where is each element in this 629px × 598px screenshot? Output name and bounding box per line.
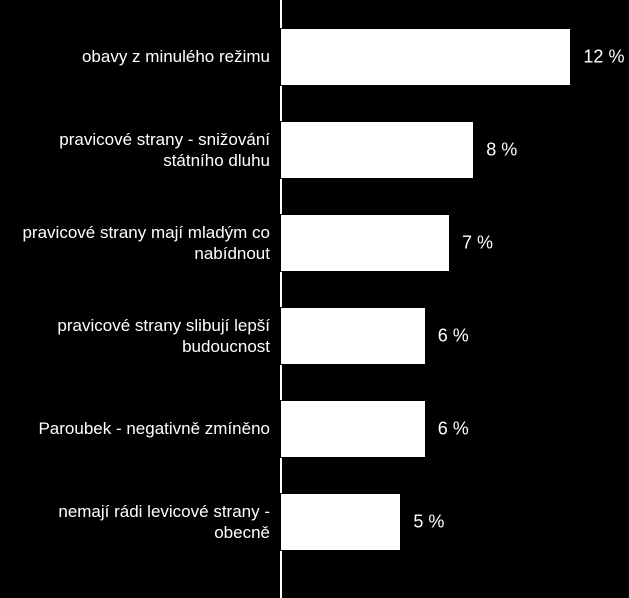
bar-area: 12 % bbox=[280, 28, 629, 86]
category-label: Paroubek - negativně zmíněno bbox=[38, 418, 270, 439]
horizontal-bar-chart: obavy z minulého režimu 12 % pravicové str… bbox=[0, 0, 629, 598]
category-label-area: Paroubek - negativně zmíněno bbox=[0, 400, 280, 458]
bar-area: 6 % bbox=[280, 307, 629, 365]
value-label: 5 % bbox=[413, 512, 444, 533]
category-label-area: pravicové strany - snižování státního dl… bbox=[0, 121, 280, 179]
chart-row: pravicové strany - snižování státního dl… bbox=[0, 121, 629, 179]
bar bbox=[280, 121, 474, 179]
chart-row: nemají rádi levicové strany - obecně 5 % bbox=[0, 493, 629, 551]
category-label: nemají rádi levicové strany - obecně bbox=[0, 501, 270, 544]
bar bbox=[280, 28, 571, 86]
bar bbox=[280, 493, 401, 551]
category-label: obavy z minulého režimu bbox=[82, 46, 270, 67]
bar-area: 8 % bbox=[280, 121, 629, 179]
value-label: 7 % bbox=[462, 233, 493, 254]
chart-row: pravicové strany mají mladým co nabídnou… bbox=[0, 214, 629, 272]
value-label: 12 % bbox=[583, 47, 624, 68]
bar-area: 6 % bbox=[280, 400, 629, 458]
category-label-area: pravicové strany slibují lepší budoucnos… bbox=[0, 307, 280, 365]
bar bbox=[280, 307, 426, 365]
category-label: pravicové strany - snižování státního dl… bbox=[0, 129, 270, 172]
chart-row: obavy z minulého režimu 12 % bbox=[0, 28, 629, 86]
bar bbox=[280, 214, 450, 272]
category-label: pravicové strany slibují lepší budoucnos… bbox=[0, 315, 270, 358]
category-label-area: nemají rádi levicové strany - obecně bbox=[0, 493, 280, 551]
value-label: 6 % bbox=[438, 419, 469, 440]
category-label: pravicové strany mají mladým co nabídnou… bbox=[0, 222, 270, 265]
chart-row: pravicové strany slibují lepší budoucnos… bbox=[0, 307, 629, 365]
category-label-area: pravicové strany mají mladým co nabídnou… bbox=[0, 214, 280, 272]
value-label: 8 % bbox=[486, 140, 517, 161]
bar bbox=[280, 400, 426, 458]
chart-row: Paroubek - negativně zmíněno 6 % bbox=[0, 400, 629, 458]
bar-area: 7 % bbox=[280, 214, 629, 272]
bar-area: 5 % bbox=[280, 493, 629, 551]
category-label-area: obavy z minulého režimu bbox=[0, 28, 280, 86]
value-label: 6 % bbox=[438, 326, 469, 347]
